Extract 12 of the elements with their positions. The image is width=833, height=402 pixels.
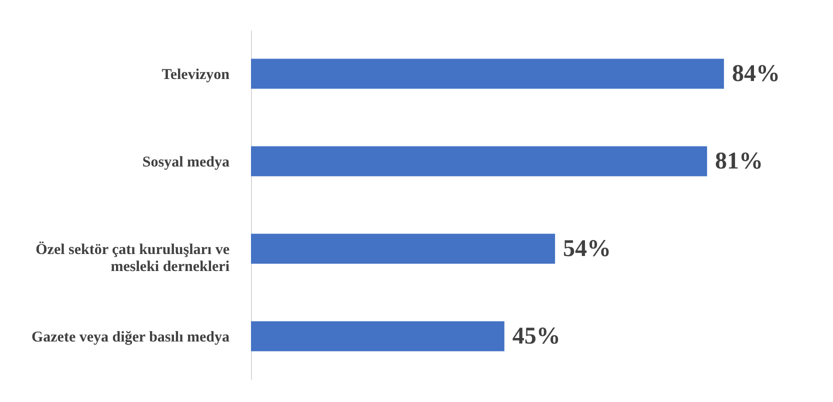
bar [251, 58, 724, 89]
data-label: 81% [715, 148, 764, 174]
y-tick-label: Özel sektör çatı kuruluşları ve mesleki dernekleri [36, 240, 230, 275]
bar [251, 321, 504, 352]
y-tick-label: Gazete veya diğer basılı medya [31, 329, 230, 346]
data-label: 45% [512, 323, 560, 350]
data-label: 54% [563, 236, 612, 262]
y-tick-label: Televizyon [162, 66, 230, 83]
bar [251, 234, 556, 264]
bar [251, 146, 708, 176]
data-label: 84% [732, 60, 780, 87]
y-tick-label: Sosyal medya [142, 154, 230, 170]
